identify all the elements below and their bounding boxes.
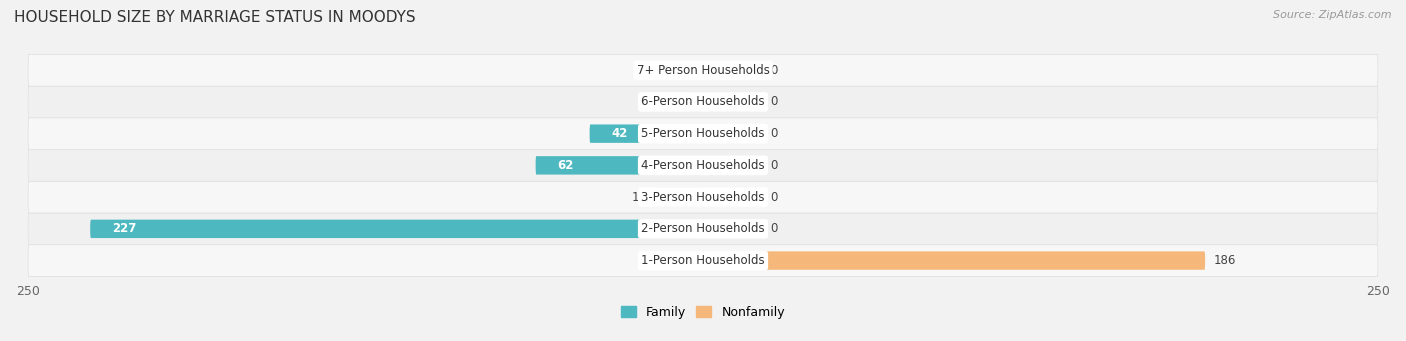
Text: 5: 5 [673, 95, 682, 108]
Text: 18: 18 [631, 191, 647, 204]
FancyBboxPatch shape [28, 86, 1378, 118]
FancyBboxPatch shape [90, 220, 703, 238]
Text: 0: 0 [770, 191, 778, 204]
FancyBboxPatch shape [703, 124, 762, 143]
Text: Source: ZipAtlas.com: Source: ZipAtlas.com [1274, 10, 1392, 20]
Text: 0: 0 [770, 95, 778, 108]
FancyBboxPatch shape [703, 251, 1205, 270]
Text: 6-Person Households: 6-Person Households [641, 95, 765, 108]
FancyBboxPatch shape [28, 181, 1378, 213]
FancyBboxPatch shape [689, 93, 703, 111]
FancyBboxPatch shape [703, 156, 762, 175]
Text: 186: 186 [1213, 254, 1236, 267]
Text: 5-Person Households: 5-Person Households [641, 127, 765, 140]
FancyBboxPatch shape [703, 188, 762, 206]
Text: 227: 227 [112, 222, 136, 235]
Text: 0: 0 [770, 64, 778, 77]
FancyBboxPatch shape [28, 118, 1378, 149]
Text: 42: 42 [612, 127, 627, 140]
Text: 0: 0 [770, 127, 778, 140]
FancyBboxPatch shape [703, 93, 762, 111]
FancyBboxPatch shape [654, 188, 703, 206]
Text: 0: 0 [770, 222, 778, 235]
FancyBboxPatch shape [589, 124, 703, 143]
Text: 4-Person Households: 4-Person Households [641, 159, 765, 172]
Text: 0: 0 [770, 159, 778, 172]
FancyBboxPatch shape [536, 156, 703, 175]
Text: 7+ Person Households: 7+ Person Households [637, 64, 769, 77]
Text: 6: 6 [671, 64, 679, 77]
Legend: Family, Nonfamily: Family, Nonfamily [616, 301, 790, 324]
FancyBboxPatch shape [686, 61, 703, 79]
Text: HOUSEHOLD SIZE BY MARRIAGE STATUS IN MOODYS: HOUSEHOLD SIZE BY MARRIAGE STATUS IN MOO… [14, 10, 416, 25]
FancyBboxPatch shape [703, 220, 762, 238]
Text: 2-Person Households: 2-Person Households [641, 222, 765, 235]
FancyBboxPatch shape [28, 213, 1378, 245]
FancyBboxPatch shape [703, 61, 762, 79]
Text: 3-Person Households: 3-Person Households [641, 191, 765, 204]
Text: 62: 62 [557, 159, 574, 172]
FancyBboxPatch shape [28, 245, 1378, 277]
FancyBboxPatch shape [28, 149, 1378, 181]
FancyBboxPatch shape [28, 54, 1378, 86]
Text: 1-Person Households: 1-Person Households [641, 254, 765, 267]
